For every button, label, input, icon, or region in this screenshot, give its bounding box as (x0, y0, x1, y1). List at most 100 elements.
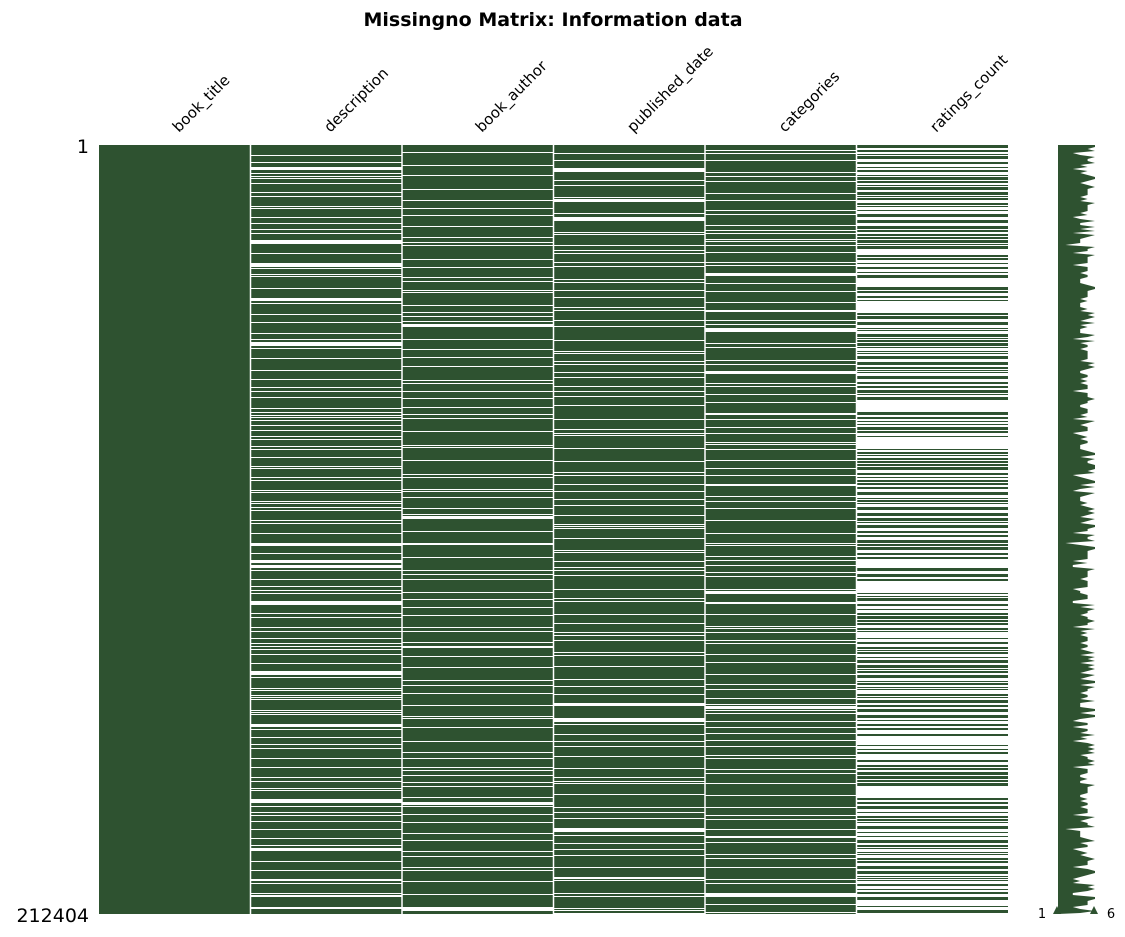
missing-band (856, 504, 1008, 507)
missing-band (856, 466, 1008, 467)
missing-band (402, 716, 554, 717)
missing-band (402, 245, 554, 246)
missing-band (856, 463, 1008, 464)
missing-band (402, 574, 554, 575)
missing-band (402, 557, 554, 558)
missing-band (250, 812, 402, 813)
missing-band (856, 658, 1008, 660)
missing-band (856, 369, 1008, 370)
missing-band (250, 457, 402, 458)
missing-band (856, 847, 1008, 848)
missing-band (250, 790, 402, 791)
missing-band (705, 225, 857, 226)
missing-band (553, 386, 705, 387)
missing-band (856, 546, 1008, 547)
missing-band (402, 514, 554, 515)
missing-band (553, 528, 705, 529)
missing-band (402, 460, 554, 461)
missing-band (553, 666, 705, 667)
missing-band (402, 200, 554, 201)
missing-band (705, 394, 857, 395)
missing-band (856, 168, 1008, 170)
missing-band (856, 823, 1008, 826)
missing-band (856, 415, 1008, 417)
missing-band (250, 553, 402, 554)
missing-band (402, 631, 554, 632)
missing-band (856, 419, 1008, 421)
missing-band (250, 449, 402, 450)
missing-band (250, 446, 402, 447)
missing-band (705, 230, 857, 231)
missing-band (856, 290, 1008, 291)
missing-band (553, 217, 705, 221)
missing-band (856, 736, 1008, 745)
missing-band (553, 197, 705, 198)
missing-band (856, 450, 1008, 452)
missing-band (250, 339, 402, 340)
missing-band (856, 863, 1008, 866)
missing-band (856, 754, 1008, 760)
missing-band (553, 234, 705, 235)
missing-band (402, 497, 554, 498)
missing-band (705, 721, 857, 722)
missing-band (856, 183, 1008, 185)
missing-band (705, 343, 857, 344)
missing-band (250, 710, 402, 711)
missing-band (402, 349, 554, 350)
missing-band (250, 417, 402, 418)
missing-band (705, 733, 857, 734)
missing-band (856, 379, 1008, 382)
missing-band (250, 712, 402, 713)
missing-band (856, 249, 1008, 255)
sparkline-min-label: 1 (1038, 907, 1046, 922)
missing-band (856, 373, 1008, 376)
missing-band (402, 324, 554, 327)
missing-band (250, 758, 402, 759)
missing-band (856, 359, 1008, 362)
missing-band (553, 297, 705, 298)
missing-band (402, 380, 554, 381)
missing-band (856, 703, 1008, 705)
missing-band (402, 570, 554, 571)
missing-band (250, 593, 402, 594)
missing-band (402, 840, 554, 841)
missing-band (856, 195, 1008, 196)
missing-band (856, 260, 1008, 263)
missing-band (553, 781, 705, 782)
sparkline-max-marker (1090, 906, 1098, 914)
missing-band (250, 358, 402, 359)
missing-band (705, 176, 857, 177)
missing-band (402, 758, 554, 759)
missing-band (402, 592, 554, 593)
missing-band (553, 491, 705, 492)
missing-band (553, 679, 705, 680)
column-dividers (249, 145, 858, 914)
missing-band (553, 499, 705, 500)
missing-band (553, 686, 705, 687)
missing-band (856, 726, 1008, 728)
missing-band (250, 560, 402, 563)
missing-band (402, 152, 554, 153)
missing-band (856, 278, 1008, 287)
missing-band (553, 614, 705, 615)
missing-band (553, 266, 705, 267)
missing-band (250, 729, 402, 730)
missing-band (402, 881, 554, 882)
missing-band (402, 508, 554, 509)
missing-band (705, 740, 857, 741)
missing-band (856, 239, 1008, 240)
missing-band (856, 678, 1008, 681)
missing-band (553, 623, 705, 624)
missing-band (250, 408, 402, 409)
missing-band (553, 812, 705, 813)
missing-band (250, 570, 402, 571)
missing-band (705, 520, 857, 521)
missing-band (705, 628, 857, 629)
missing-band (250, 883, 402, 884)
missing-band (705, 181, 857, 182)
missing-band (402, 667, 554, 668)
missing-band (856, 855, 1008, 858)
missing-band (553, 570, 705, 571)
missing-band (705, 560, 857, 561)
missing-band (856, 837, 1008, 840)
